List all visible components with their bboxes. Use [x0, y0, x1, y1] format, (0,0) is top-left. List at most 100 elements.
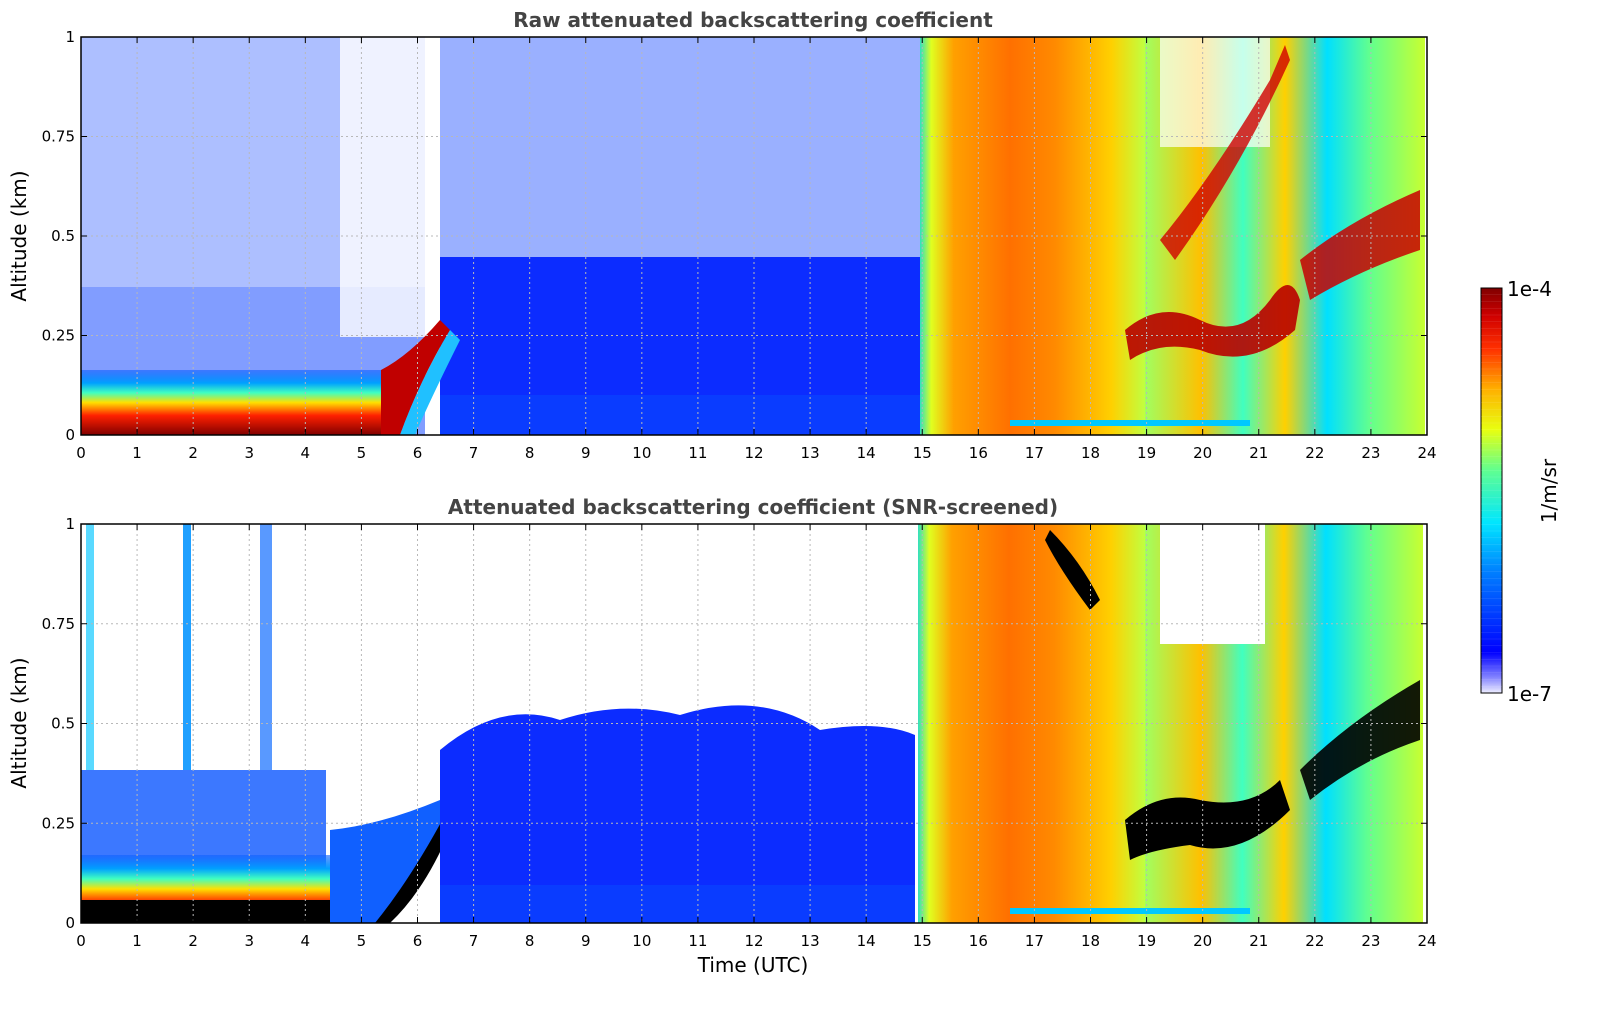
- y-tick-label: 1: [65, 28, 75, 46]
- x-tick-label: 0: [76, 932, 86, 950]
- x-tick-label: 22: [1305, 444, 1324, 462]
- y-tick-label: 0.75: [42, 128, 75, 146]
- panel2-grid: [81, 524, 1427, 923]
- x-tick-label: 21: [1249, 444, 1268, 462]
- screened-late-clear: [1160, 524, 1265, 644]
- colorbar: 1e-4 1e-7 1/m/sr: [1480, 277, 1561, 706]
- x-tick-label: 6: [413, 932, 423, 950]
- x-tick-label: 17: [1025, 932, 1044, 950]
- screened-early-columns: [183, 524, 191, 770]
- x-tick-label: 23: [1361, 932, 1380, 950]
- panel2-y-axis-label: Altitude (km): [7, 657, 31, 788]
- y-tick-label: 0.5: [51, 715, 75, 733]
- screened-surface-line: [1010, 908, 1250, 914]
- x-tick-label: 14: [857, 444, 876, 462]
- x-tick-label: 9: [581, 932, 591, 950]
- x-tick-label: 11: [688, 932, 707, 950]
- x-tick-label: 11: [688, 444, 707, 462]
- x-tick-label: 21: [1249, 932, 1268, 950]
- screened-early-column-2: [260, 524, 272, 770]
- colorbar-unit-label: 1/m/sr: [1537, 458, 1561, 523]
- x-tick-label: 5: [357, 444, 367, 462]
- panel1-grid: [81, 37, 1427, 435]
- raw-clear-gap: [340, 37, 440, 337]
- x-tick-label: 10: [632, 932, 651, 950]
- panel1-title: Raw attenuated backscattering coefficien…: [513, 8, 993, 32]
- screened-early-column-3: [86, 524, 94, 770]
- screened-mid-blue: [440, 705, 915, 923]
- x-tick-label: 18: [1081, 444, 1100, 462]
- colorbar-steps: [1481, 294, 1502, 687]
- x-tick-label: 6: [413, 444, 423, 462]
- panel1-y-axis-label: Altitude (km): [7, 170, 31, 301]
- raw-late-streak: [1160, 45, 1290, 260]
- raw-late-layer-2: [1300, 190, 1420, 300]
- x-tick-label: 1: [132, 932, 142, 950]
- x-tick-label: 19: [1137, 444, 1156, 462]
- colorbar-gradient: [1480, 287, 1503, 694]
- screened-cloud-black: [1045, 530, 1100, 610]
- y-tick-label: 0: [65, 426, 75, 444]
- x-tick-label: 13: [801, 932, 820, 950]
- x-tick-label: 9: [581, 444, 591, 462]
- y-tick-label: 1: [65, 515, 75, 533]
- x-tick-label: 18: [1081, 932, 1100, 950]
- x-tick-label: 0: [76, 444, 86, 462]
- colorbar-min-label: 1e-7: [1507, 682, 1552, 706]
- x-tick-label: 19: [1137, 932, 1156, 950]
- x-tick-label: 17: [1025, 444, 1044, 462]
- panel1-x-ticks: 0 1 2 3 4 5 6 7 8 9 10 11 12 13 14 15 16 17 18 19 20 21 22 23 24: [76, 37, 1437, 462]
- x-tick-label: 16: [969, 932, 988, 950]
- x-tick-label: 16: [969, 444, 988, 462]
- screened-late-black-1: [1125, 780, 1290, 860]
- x-tick-label: 22: [1305, 932, 1324, 950]
- y-tick-label: 0.5: [51, 227, 75, 245]
- x-tick-label: 3: [244, 444, 254, 462]
- x-tick-label: 23: [1361, 444, 1380, 462]
- x-tick-label: 20: [1193, 444, 1212, 462]
- x-tick-label: 15: [913, 444, 932, 462]
- raw-low-layer: [81, 370, 381, 435]
- x-tick-label: 1: [132, 444, 142, 462]
- x-tick-label: 5: [357, 932, 367, 950]
- panel1-y-ticks: 0 0.25 0.5 0.75 1: [42, 28, 1427, 444]
- y-tick-label: 0.75: [42, 615, 75, 633]
- x-tick-label: 14: [857, 932, 876, 950]
- x-tick-label: 24: [1417, 444, 1436, 462]
- screened-backscatter-panel: Attenuated backscattering coefficient (S…: [7, 495, 1437, 977]
- raw-rising-layer-edge: [400, 330, 460, 435]
- x-tick-label: 12: [744, 932, 763, 950]
- raw-surface-line: [1010, 420, 1250, 426]
- screened-mid-surface: [440, 885, 915, 923]
- panel2-x-ticks: 0 1 2 3 4 5 6 7 8 9 10 11 12 13 14 15 16 17 18 19 20 21 22 23 24: [76, 524, 1437, 950]
- raw-late-layer-1: [1125, 285, 1300, 360]
- raw-rising-layer: [381, 320, 450, 435]
- raw-mid-blue-upper: [440, 37, 925, 257]
- x-tick-label: 24: [1417, 932, 1436, 950]
- raw-backscatter-panel: Raw attenuated backscattering coefficien…: [7, 8, 1437, 462]
- x-tick-label: 4: [301, 444, 311, 462]
- x-tick-label: 7: [469, 444, 479, 462]
- x-tick-label: 2: [188, 444, 198, 462]
- x-tick-label: 8: [525, 444, 535, 462]
- screened-rising-black: [375, 815, 450, 923]
- x-tick-label: 4: [301, 932, 311, 950]
- y-tick-label: 0.25: [42, 814, 75, 832]
- x-tick-label: 13: [801, 444, 820, 462]
- screened-saturated-base: [81, 900, 381, 923]
- raw-mid-surface: [440, 395, 925, 435]
- colorbar-max-label: 1e-4: [1507, 277, 1552, 301]
- panel2-title: Attenuated backscattering coefficient (S…: [448, 495, 1058, 519]
- x-tick-label: 15: [913, 932, 932, 950]
- x-tick-label: 3: [244, 932, 254, 950]
- x-tick-label: 2: [188, 932, 198, 950]
- x-tick-label: 10: [632, 444, 651, 462]
- x-tick-label: 12: [744, 444, 763, 462]
- x-tick-label: 8: [525, 932, 535, 950]
- panel2-y-ticks: 0 0.25 0.5 0.75 1: [42, 515, 1427, 932]
- y-tick-label: 0.25: [42, 327, 75, 345]
- y-tick-label: 0: [65, 914, 75, 932]
- x-tick-label: 20: [1193, 932, 1212, 950]
- x-axis-label: Time (UTC): [697, 953, 809, 977]
